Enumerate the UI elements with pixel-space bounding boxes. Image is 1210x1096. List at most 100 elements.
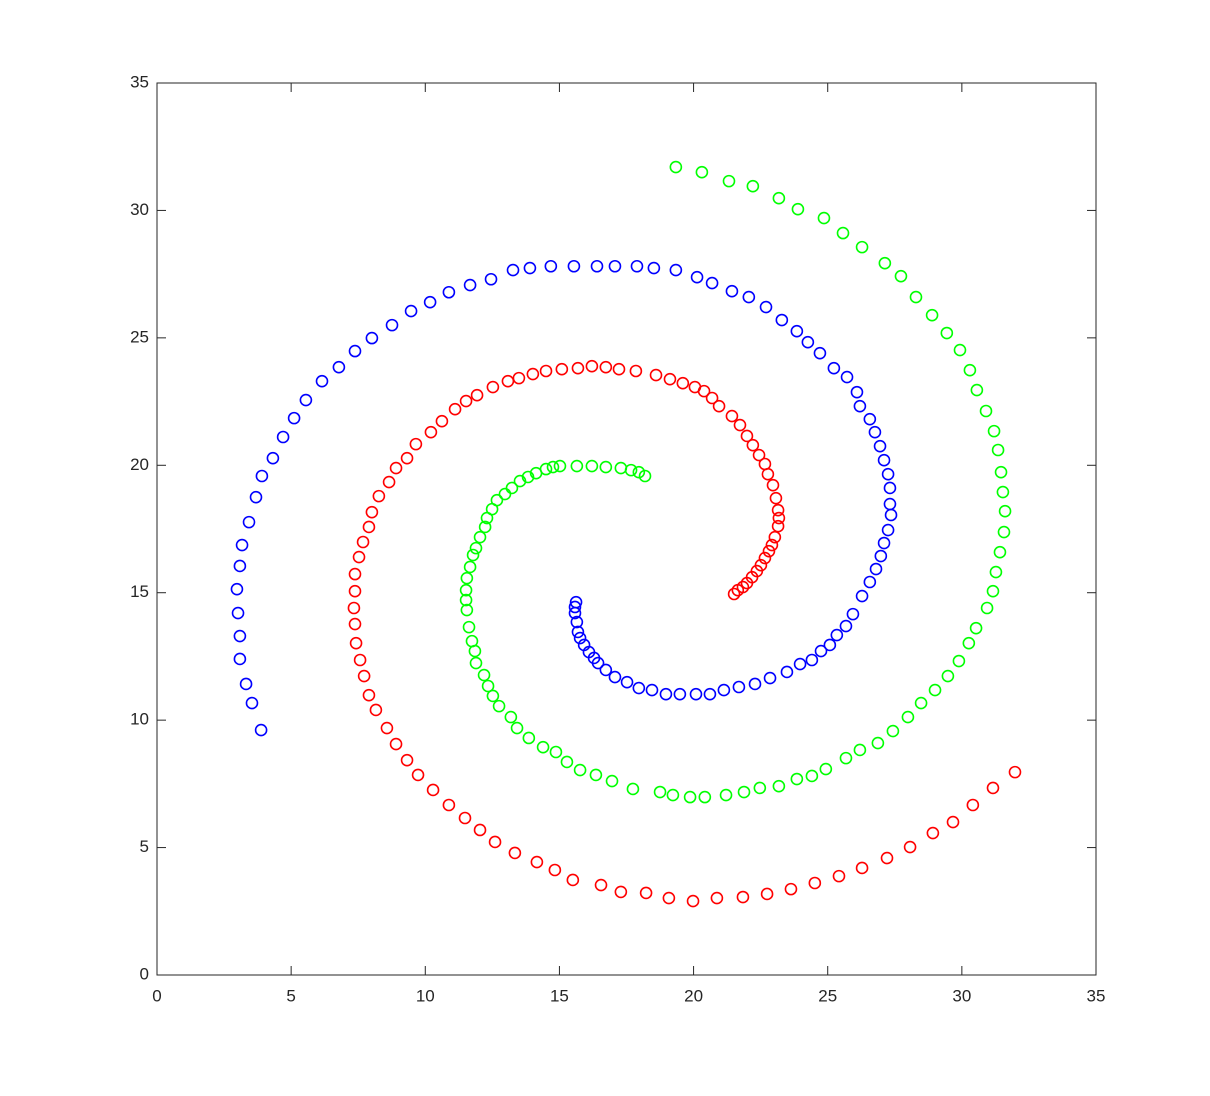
scatter-point: [772, 779, 786, 793]
scatter-point: [458, 811, 472, 825]
scatter-point: [459, 394, 473, 408]
scatter-point: [946, 815, 960, 829]
scatter-point: [460, 571, 474, 585]
scatter-point: [348, 567, 362, 581]
scatter-point: [873, 439, 887, 453]
scatter-point: [404, 304, 418, 318]
scatter-point: [315, 374, 329, 388]
scatter-point: [424, 425, 438, 439]
scatter-point: [459, 593, 473, 607]
scatter-point: [599, 460, 613, 474]
scatter-point: [469, 656, 483, 670]
scatter-point: [411, 768, 425, 782]
scatter-point: [469, 541, 483, 555]
scatter-point: [871, 736, 885, 750]
scatter-point: [683, 790, 697, 804]
scatter-point: [612, 362, 626, 376]
scatter-point: [768, 530, 782, 544]
scatter-point: [570, 459, 584, 473]
scatter-point: [521, 470, 535, 484]
y-tick-label: 10: [130, 710, 149, 729]
scatter-point: [555, 362, 569, 376]
scatter-point: [553, 459, 567, 473]
scatter-point: [299, 393, 313, 407]
scatter-point: [742, 290, 756, 304]
scatter-point: [874, 549, 888, 563]
scatter-point: [731, 583, 745, 597]
scatter-point: [980, 601, 994, 615]
scatter-point: [903, 840, 917, 854]
scatter-point: [894, 269, 908, 283]
scatter-point: [1008, 765, 1022, 779]
scatter-point: [839, 751, 853, 765]
scatter-point: [705, 391, 719, 405]
scatter-point: [817, 211, 831, 225]
scatter-point: [855, 861, 869, 875]
scatter-point: [998, 504, 1012, 518]
x-tick-label: 5: [286, 986, 295, 1005]
scatter-point: [567, 259, 581, 273]
scatter-point: [925, 308, 939, 322]
scatter-point: [235, 538, 249, 552]
scatter-point: [928, 683, 942, 697]
scatter-point: [979, 404, 993, 418]
scatter-point: [994, 465, 1008, 479]
scatter-point: [372, 489, 386, 503]
scatter-point: [365, 505, 379, 519]
scatter-point: [506, 263, 520, 277]
scatter-point: [510, 721, 524, 735]
scatter-point: [492, 699, 506, 713]
scatter-point: [442, 285, 456, 299]
scatter-point: [686, 894, 700, 908]
scatter-point: [512, 371, 526, 385]
scatter-point: [962, 636, 976, 650]
scatter-point: [725, 284, 739, 298]
scatter-point: [523, 261, 537, 275]
scatter-point: [481, 679, 495, 693]
scatter-point: [840, 370, 854, 384]
x-tick-label: 10: [416, 986, 435, 1005]
scatter-point: [987, 424, 1001, 438]
scatter-point: [732, 680, 746, 694]
scatter-point: [389, 461, 403, 475]
scatter-point: [666, 788, 680, 802]
scatter-point: [762, 544, 776, 558]
scatter-point: [676, 376, 690, 390]
scatter-point: [352, 550, 366, 564]
scatter-point: [881, 523, 895, 537]
scatter-point: [869, 562, 883, 576]
scatter-point: [763, 671, 777, 685]
scatter-point: [914, 696, 928, 710]
scatter-point: [855, 589, 869, 603]
scatter-point: [863, 412, 877, 426]
scatter-point: [659, 687, 673, 701]
scatter-point: [772, 191, 786, 205]
scatter-point: [638, 469, 652, 483]
scatter-point: [630, 259, 644, 273]
scatter-point: [369, 703, 383, 717]
scatter-point: [736, 890, 750, 904]
y-tick-label: 15: [130, 582, 149, 601]
scatter-point: [573, 631, 587, 645]
scatter-point: [853, 399, 867, 413]
scatter-point: [347, 601, 361, 615]
scatter-point: [614, 885, 628, 899]
scatter-point: [689, 687, 703, 701]
scatter-point: [473, 823, 487, 837]
scatter-point: [249, 490, 263, 504]
scatter-point: [620, 675, 634, 689]
scatter-point: [775, 313, 789, 327]
scatter-point: [712, 399, 726, 413]
scatter-point: [991, 443, 1005, 457]
scatter-point: [832, 869, 846, 883]
scatter-point: [233, 559, 247, 573]
scatter-point: [365, 331, 379, 345]
scatter-point: [348, 344, 362, 358]
plot-area: [156, 82, 1097, 976]
scatter-point: [544, 259, 558, 273]
scatter-point: [966, 798, 980, 812]
scatter-point: [725, 409, 739, 423]
y-tick-label: 5: [140, 837, 149, 856]
scatter-point: [740, 576, 754, 590]
